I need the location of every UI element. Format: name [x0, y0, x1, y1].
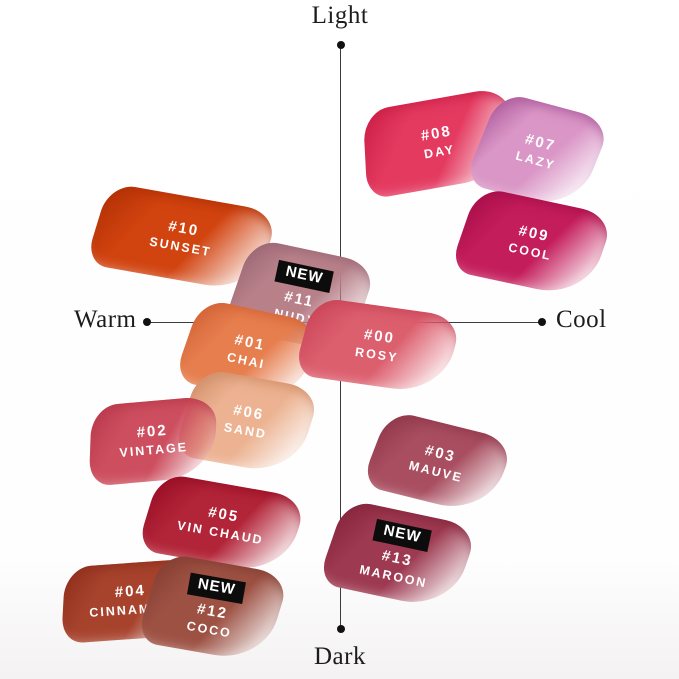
shade-labels: #08 DAY — [420, 123, 457, 163]
axis-label-light: Light — [311, 2, 369, 29]
axis-endpoint-dot-top — [337, 41, 345, 49]
axis-label-cool: Cool — [556, 306, 607, 333]
shade-swatch-03-mauve: #03 MAUVE — [360, 408, 516, 517]
shade-labels: NEW #12 COCO — [180, 573, 246, 643]
shade-number: #04 — [114, 582, 147, 602]
shade-labels: #00 ROSY — [354, 325, 402, 366]
shade-swatch-00-rosy: #00 ROSY — [293, 296, 463, 396]
shade-labels: #06 SAND — [223, 401, 272, 443]
shade-swatch-02-vintage: #02 VINTAGE — [87, 395, 219, 487]
shade-swatch-13-maroon: NEW #13 MAROON — [317, 498, 479, 612]
axis-label-dark: Dark — [314, 643, 366, 670]
axis-endpoint-dot-bottom — [337, 625, 345, 633]
axis-label-warm: Warm — [74, 306, 137, 333]
axis-endpoint-dot-right — [538, 318, 546, 326]
shade-number: #02 — [135, 422, 169, 442]
axis-endpoint-dot-left — [143, 318, 151, 326]
shade-labels: #02 VINTAGE — [117, 420, 189, 461]
shade-labels: #01 CHAI — [225, 331, 270, 374]
shade-swatch-09-cool: #09 COOL — [449, 185, 615, 300]
